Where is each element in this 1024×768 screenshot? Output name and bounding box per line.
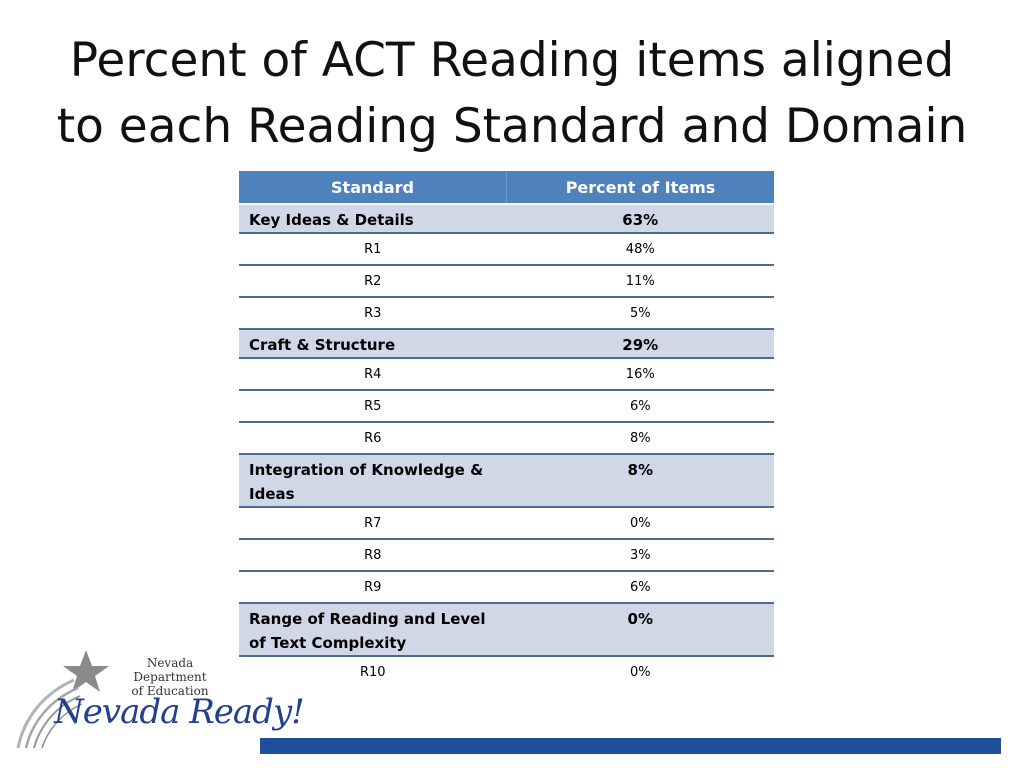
standard-name: R3 <box>239 297 507 330</box>
domain-row: Craft & Structure 29% <box>239 329 774 359</box>
standard-name: R5 <box>239 390 507 423</box>
department-line-1: Nevada Department <box>133 656 207 684</box>
domain-name: Craft & Structure <box>239 329 507 359</box>
domain-row: Key Ideas & Details 63% <box>239 204 774 234</box>
title-line-2: to each Reading Standard and Domain <box>56 99 968 154</box>
standard-name: R2 <box>239 265 507 298</box>
standard-percent: 8% <box>506 422 774 455</box>
footer-bar <box>260 738 1001 754</box>
standard-name: R7 <box>239 507 507 540</box>
department-line-2: of Education <box>131 684 209 698</box>
standards-table: Standard Percent of Items Key Ideas & De… <box>239 171 774 687</box>
standard-percent: 16% <box>506 358 774 391</box>
star-swoosh-icon <box>16 650 109 749</box>
table-row: R8 3% <box>239 539 774 572</box>
table-row: R7 0% <box>239 507 774 540</box>
standard-percent: 48% <box>506 233 774 266</box>
domain-name: Integration of Knowledge & Ideas <box>239 454 507 508</box>
page-title: Percent of ACT Reading items aligned to … <box>0 28 1024 160</box>
standard-name: R10 <box>359 664 386 680</box>
domain-name: Range of Reading and Level of Text Compl… <box>239 603 507 657</box>
table-header-row: Standard Percent of Items <box>239 171 774 205</box>
table-row: R4 16% <box>239 358 774 391</box>
table-row: R2 11% <box>239 265 774 298</box>
table-row: R6 8% <box>239 422 774 455</box>
nevada-ready-logo: Nevada Department of Education Nevada Re… <box>14 648 305 758</box>
standard-name: R9 <box>239 571 507 604</box>
standard-percent: 0% <box>506 507 774 540</box>
standard-percent: 6% <box>506 571 774 604</box>
table-row: R5 6% <box>239 390 774 423</box>
table-row: R9 6% <box>239 571 774 604</box>
table-row: R3 5% <box>239 297 774 330</box>
title-line-1: Percent of ACT Reading items aligned <box>69 33 955 88</box>
header-percent: Percent of Items <box>506 171 774 205</box>
domain-row: Integration of Knowledge & Ideas 8% <box>239 454 774 508</box>
table-row: R1 48% <box>239 233 774 266</box>
standard-percent: 3% <box>506 539 774 572</box>
domain-row: Range of Reading and Level of Text Compl… <box>239 603 774 657</box>
nevada-ready-tagline: Nevada Ready! <box>54 692 305 732</box>
standard-percent: 11% <box>506 265 774 298</box>
domain-percent: 0% <box>506 603 774 657</box>
domain-percent: 63% <box>506 204 774 234</box>
standard-name: R6 <box>239 422 507 455</box>
standard-percent: 0% <box>629 664 651 680</box>
header-standard: Standard <box>239 171 507 205</box>
table-row: R10 0% <box>239 656 774 687</box>
standard-percent: 5% <box>506 297 774 330</box>
department-name: Nevada Department of Education <box>110 656 230 698</box>
standard-name: R8 <box>239 539 507 572</box>
standard-percent: 6% <box>506 390 774 423</box>
domain-percent: 29% <box>506 329 774 359</box>
domain-percent: 8% <box>506 454 774 508</box>
standard-name: R1 <box>239 233 507 266</box>
standard-name: R4 <box>239 358 507 391</box>
domain-name: Key Ideas & Details <box>239 204 507 234</box>
